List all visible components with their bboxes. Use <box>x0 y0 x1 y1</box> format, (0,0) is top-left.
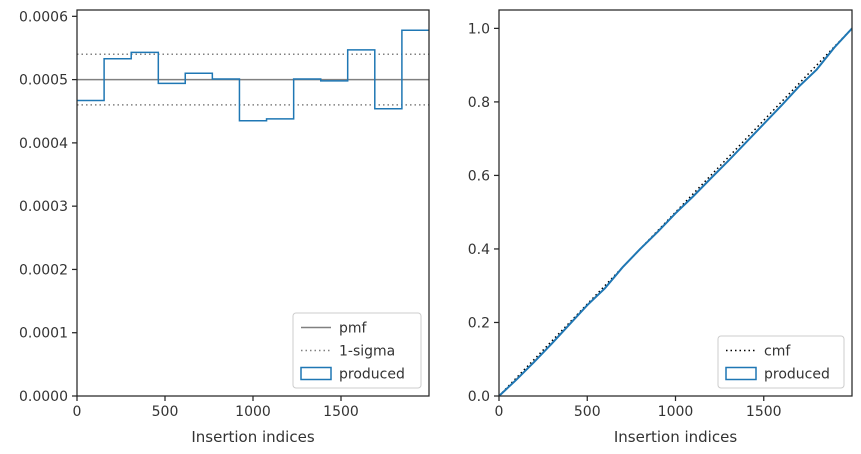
chart-1-legend-label-1: produced <box>764 367 830 383</box>
chart-1-xtick-label-2: 1000 <box>658 404 694 420</box>
chart-1-ytick-label-4: 0.8 <box>468 95 490 111</box>
chart-0-legend-box <box>292 312 422 389</box>
chart-0-ytick-label-6: 0.0006 <box>19 9 68 25</box>
chart-1-ytick-label-1: 0.2 <box>468 315 490 331</box>
chart-0-ytick-label-3: 0.0003 <box>19 199 68 215</box>
chart-0-xlabel: Insertion indices <box>191 428 314 446</box>
chart-0-ytick-label-1: 0.0001 <box>19 326 68 342</box>
chart-1-legend-box <box>717 335 845 389</box>
chart-0-legend-label-0: pmf <box>339 321 368 337</box>
chart-1-xtick-label-1: 500 <box>574 404 601 420</box>
chart-1-marks <box>499 27 852 396</box>
chart-0-ytick-label-5: 0.0005 <box>19 73 68 89</box>
chart-0-ytick-label-2: 0.0002 <box>19 262 68 278</box>
chart-0-xtick-label-0: 0 <box>73 404 82 420</box>
produced-cumulative-line <box>499 27 852 396</box>
chart-1-ytick-label-3: 0.6 <box>468 168 490 184</box>
chart-0-legend: pmf 1-sigma produced <box>292 312 422 389</box>
produced-histogram-step <box>77 29 429 122</box>
chart-0-legend-label-2: produced <box>339 367 405 383</box>
chart-1-ytick-label-2: 0.4 <box>468 242 490 258</box>
chart-1-legend-label-0: cmf <box>764 344 791 360</box>
chart-1-plot-area <box>499 10 852 396</box>
chart-0-xtick-label-1: 500 <box>152 404 179 420</box>
chart-1-xtick-label-0: 0 <box>495 404 504 420</box>
chart-1-xtick-label-3: 1500 <box>746 404 782 420</box>
chart-1-ytick-label-5: 1.0 <box>468 21 490 37</box>
chart-1-ytick-label-0: 0.0 <box>468 389 490 405</box>
chart-0-xtick-label-3: 1500 <box>323 404 359 420</box>
chart-0-ytick-label-4: 0.0004 <box>19 136 68 152</box>
chart-0-marks <box>77 29 429 122</box>
chart-0-xtick-label-2: 1000 <box>235 404 271 420</box>
legend-produced-handle <box>725 366 757 381</box>
chart-0-legend-label-1: 1-sigma <box>339 344 395 360</box>
chart-1-xlabel: Insertion indices <box>614 428 737 446</box>
legend-produced-handle <box>300 366 332 381</box>
chart-1-legend: cmf produced <box>717 335 845 389</box>
chart-0-ytick-label-0: 0.0000 <box>19 389 68 405</box>
